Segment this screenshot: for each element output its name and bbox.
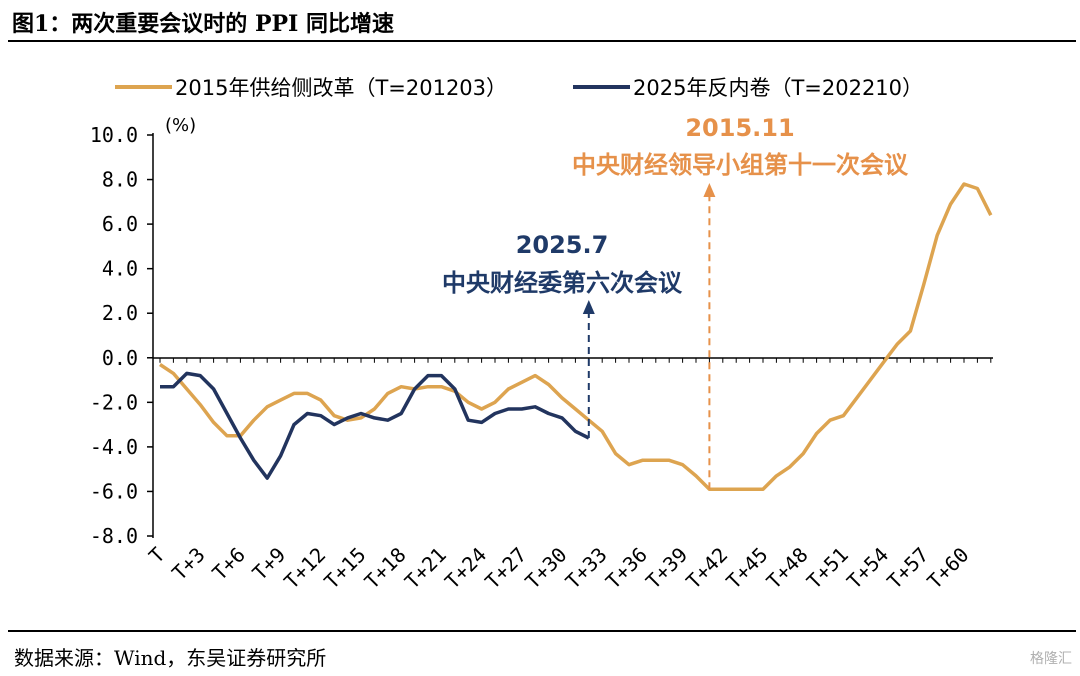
y-tick-label: 10.0: [90, 123, 138, 147]
x-tick-label: T+39: [641, 543, 692, 594]
y-tick-label: 2.0: [102, 301, 138, 325]
x-tick-label: T+3: [167, 543, 210, 586]
x-tick-label: T+36: [601, 543, 652, 594]
annotation-date-2015: 2015.11: [685, 114, 794, 142]
data-source: 数据来源：Wind，东吴证券研究所: [14, 646, 327, 670]
annotation-text-2015: 中央财经领导小组第十一次会议: [572, 151, 909, 179]
x-tick-label: T: [144, 543, 169, 568]
x-tick-label: T+21: [400, 543, 451, 594]
top-rule: [8, 40, 1076, 42]
x-tick-label: T+60: [923, 543, 974, 594]
y-tick-label: 4.0: [102, 257, 138, 281]
x-tick-label: T+48: [762, 543, 813, 594]
y-tick-label: -4.0: [90, 435, 138, 459]
series-line-2025: [160, 371, 590, 480]
watermark-logo: 格隆汇: [1030, 651, 1072, 667]
annotation-text-2025: 中央财经委第六次会议: [442, 269, 683, 297]
legend-label-2025: 2025年反内卷（T=202210）: [633, 76, 923, 100]
x-tick-label: T+51: [802, 543, 853, 594]
annotation-arrowhead-2025: [582, 300, 595, 314]
x-tick-label: T+54: [842, 543, 893, 594]
bottom-rule: [8, 630, 1076, 632]
x-tick-label: T+30: [521, 543, 572, 594]
series-line-2015: [159, 182, 993, 491]
y-tick-label: 0.0: [102, 346, 138, 370]
x-tick-label: T+33: [561, 543, 612, 594]
annotation-date-2025: 2025.7: [516, 231, 609, 259]
x-tick-label: T+27: [480, 543, 531, 594]
x-tick-label: T+45: [722, 543, 773, 594]
x-ticks: TT+3T+6T+9T+12T+15T+18T+21T+24T+27T+30T+…: [144, 357, 992, 594]
legend-label-2015: 2015年供给侧改革（T=201203）: [175, 76, 507, 100]
legend: 2015年供给侧改革（T=201203） 2025年反内卷（T=202210）: [115, 76, 923, 100]
x-tick-label: T+6: [207, 543, 250, 586]
x-tick-label: T+24: [440, 543, 491, 594]
x-tick-label: T+18: [360, 543, 411, 594]
y-tick-label: -8.0: [90, 524, 138, 548]
y-tick-label: 8.0: [102, 168, 138, 192]
x-tick-label: T+42: [681, 543, 732, 594]
x-tick-label: T+15: [320, 543, 371, 594]
x-tick-label: T+12: [279, 543, 330, 594]
figure-title: 图1：两次重要会议时的 PPI 同比增速: [12, 11, 395, 37]
annotation-2025: 2025.7 中央财经委第六次会议: [442, 231, 683, 438]
x-tick-label: T+57: [882, 543, 933, 594]
y-axis-unit: (%): [165, 115, 196, 136]
ppi-line-chart: 2015年供给侧改革（T=201203） 2025年反内卷（T=202210） …: [90, 76, 993, 594]
annotation-2015: 2015.11 中央财经领导小组第十一次会议: [572, 114, 909, 490]
y-tick-label: -2.0: [90, 390, 138, 414]
annotation-arrowhead-2015: [703, 183, 716, 197]
y-tick-label: -6.0: [90, 479, 138, 503]
y-tick-label: 6.0: [102, 212, 138, 236]
y-ticks: 10.0 8.0 6.0 4.0 2.0 0.0 -2.0 -4.0 -6.0 -8.0: [90, 123, 153, 548]
